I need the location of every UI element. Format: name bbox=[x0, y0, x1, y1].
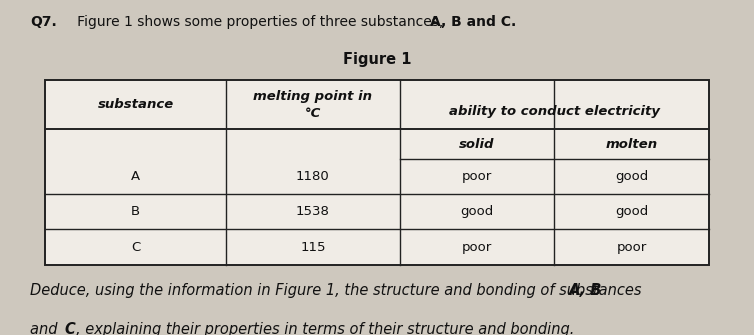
Text: good: good bbox=[615, 170, 648, 183]
Text: substance: substance bbox=[97, 98, 174, 111]
Text: 115: 115 bbox=[300, 241, 326, 254]
Text: 1180: 1180 bbox=[296, 170, 329, 183]
Text: poor: poor bbox=[461, 170, 492, 183]
Text: poor: poor bbox=[616, 241, 647, 254]
Text: Deduce, using the information in Figure 1, the structure and bonding of substanc: Deduce, using the information in Figure … bbox=[30, 283, 646, 298]
Text: , explaining their properties in terms of their structure and bonding.: , explaining their properties in terms o… bbox=[76, 322, 575, 335]
Text: molten: molten bbox=[605, 138, 657, 150]
Text: °C: °C bbox=[305, 107, 321, 120]
Text: Figure 1 shows some properties of three substances,: Figure 1 shows some properties of three … bbox=[64, 15, 448, 29]
Text: poor: poor bbox=[461, 241, 492, 254]
Text: B: B bbox=[131, 205, 140, 218]
Text: A, B: A, B bbox=[569, 283, 602, 298]
Text: Figure 1: Figure 1 bbox=[343, 52, 411, 67]
Text: solid: solid bbox=[459, 138, 495, 150]
Bar bbox=[45, 80, 709, 265]
Text: good: good bbox=[460, 205, 494, 218]
Text: Q7.: Q7. bbox=[30, 15, 57, 29]
Text: and: and bbox=[30, 322, 63, 335]
Text: C: C bbox=[131, 241, 140, 254]
Text: good: good bbox=[615, 205, 648, 218]
Text: A, B and C.: A, B and C. bbox=[430, 15, 516, 29]
Bar bbox=[45, 80, 709, 265]
Text: A: A bbox=[131, 170, 140, 183]
Text: melting point in: melting point in bbox=[253, 90, 372, 103]
Text: 1538: 1538 bbox=[296, 205, 329, 218]
Text: ability to conduct electricity: ability to conduct electricity bbox=[449, 105, 660, 118]
Text: C: C bbox=[64, 322, 75, 335]
